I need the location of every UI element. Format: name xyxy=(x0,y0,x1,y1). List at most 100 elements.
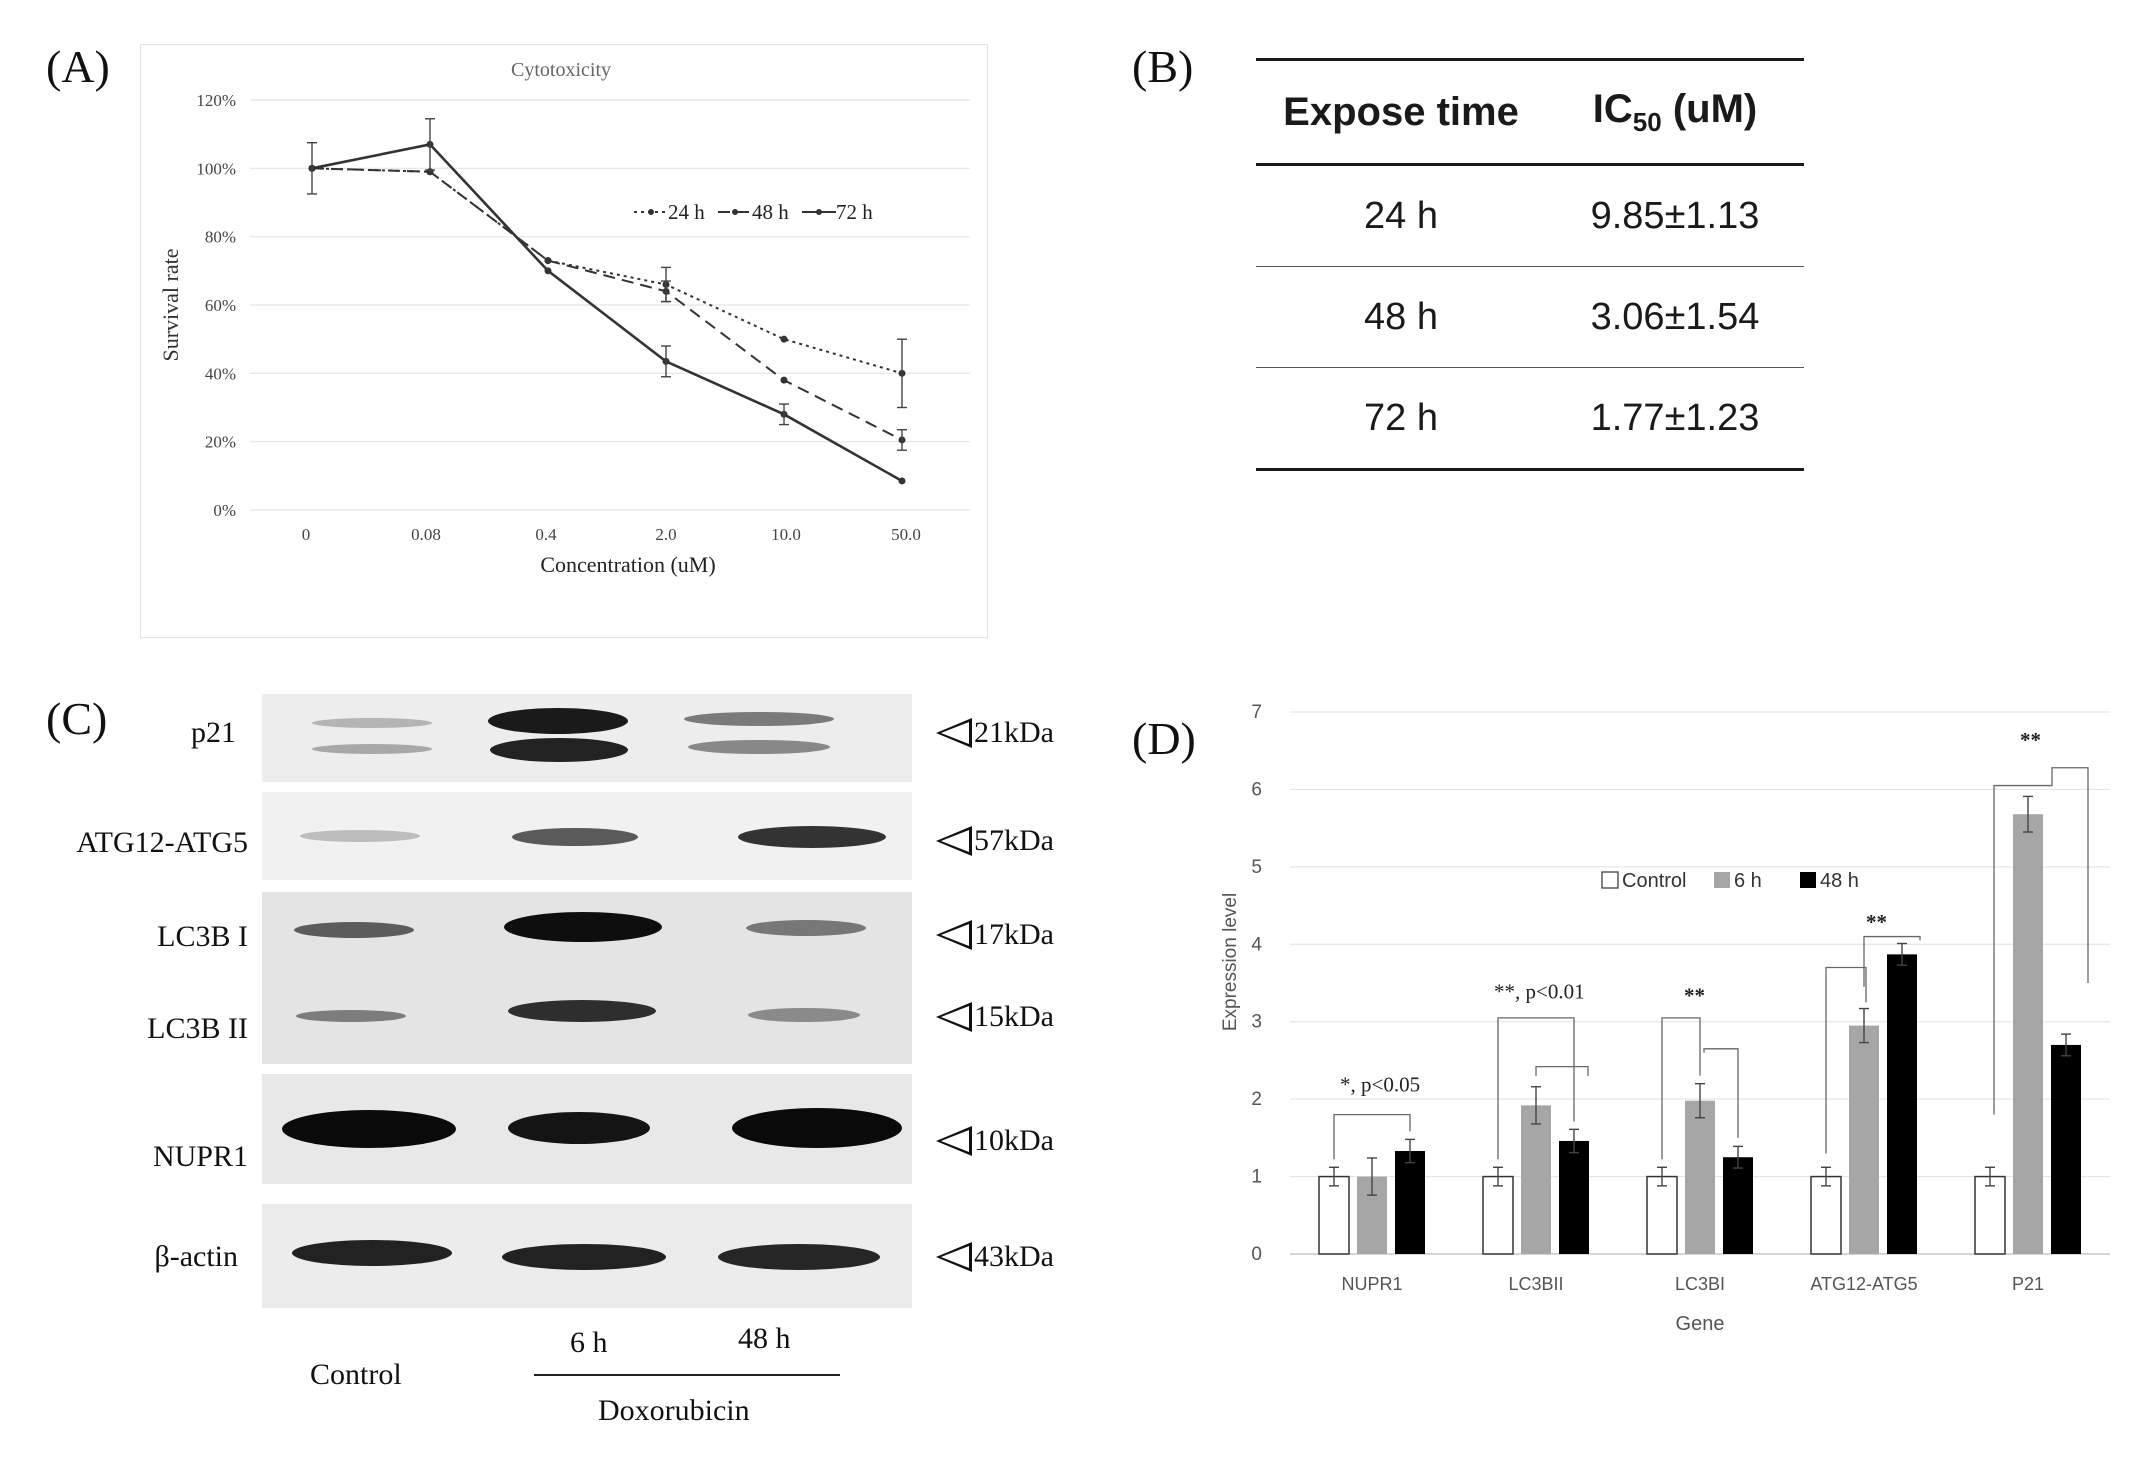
significance-bracket xyxy=(1825,966,1867,1154)
table-row-rule xyxy=(1256,266,1804,267)
band-48h xyxy=(746,920,866,936)
x-tick-label: NUPR1 xyxy=(1341,1274,1402,1294)
significance-label: ** xyxy=(1684,983,1705,1007)
kda-marker: 57kDa xyxy=(936,824,1054,858)
y-axis-label: Survival rate xyxy=(158,248,183,361)
significance-bracket xyxy=(1333,1113,1411,1160)
arrowhead-icon xyxy=(936,1126,972,1156)
y-tick-label: 2 xyxy=(1251,1089,1262,1110)
protein-label-lc3b-i: LC3B I xyxy=(157,920,248,953)
legend-label: 48 h xyxy=(752,200,789,224)
panel-label-b: (B) xyxy=(1132,41,1194,92)
data-point xyxy=(544,257,552,265)
band-control xyxy=(312,718,432,728)
panel-label-c: (C) xyxy=(46,693,108,744)
x-tick-label: P21 xyxy=(2012,1274,2044,1294)
band-48h xyxy=(738,826,886,848)
x-tick-label: LC3BII xyxy=(1508,1274,1563,1294)
y-tick-label: 60% xyxy=(205,296,236,315)
data-point xyxy=(780,376,788,384)
data-point xyxy=(898,477,906,485)
significance-label: **, p<0.01 xyxy=(1494,979,1585,1003)
band-control xyxy=(300,830,420,842)
bar xyxy=(1559,1140,1589,1254)
y-axis-label: Expression level xyxy=(1220,893,1241,1031)
y-tick-label: 3 xyxy=(1251,1012,1262,1033)
y-tick-label: 4 xyxy=(1251,934,1262,955)
x-tick-label: 0.08 xyxy=(411,525,441,544)
band-48h xyxy=(718,1244,880,1270)
lane-label-doxorubicin: Doxorubicin xyxy=(598,1394,750,1427)
significance-bracket xyxy=(1703,1048,1739,1138)
significance-bracket xyxy=(1993,767,2089,1115)
data-point xyxy=(780,335,788,343)
kda-marker: 21kDa xyxy=(936,716,1054,750)
significance-label: ** xyxy=(2020,728,2041,752)
band-48h xyxy=(732,1108,902,1148)
band-6h xyxy=(512,828,638,846)
bar xyxy=(1521,1105,1551,1254)
x-axis-label: Gene xyxy=(1676,1313,1725,1335)
x-tick-label: 2.0 xyxy=(655,525,676,544)
bar xyxy=(1974,1175,2006,1255)
legend-marker xyxy=(732,209,738,215)
bar xyxy=(1810,1175,1842,1255)
row-ic50: 1.77±1.23 xyxy=(1590,396,1760,439)
cytotoxicity-chart-frame xyxy=(140,44,988,638)
chart-title: Cytotoxicity xyxy=(511,59,611,81)
bar xyxy=(1685,1100,1715,1254)
series-line-72h xyxy=(311,142,903,483)
blot-strip-lc3b xyxy=(262,892,912,1064)
legend-marker xyxy=(648,209,654,215)
y-tick-label: 20% xyxy=(205,433,236,452)
band-48h xyxy=(688,740,830,754)
legend-label: 24 h xyxy=(668,200,705,224)
row-ic50: 3.06±1.54 xyxy=(1590,295,1760,338)
header-ic50: IC50 (uM) xyxy=(1592,86,1758,137)
significance-bracket xyxy=(1497,1017,1575,1160)
x-tick-label: 50.0 xyxy=(891,525,921,544)
y-tick-label: 6 xyxy=(1251,779,1262,800)
legend-swatch xyxy=(1601,871,1619,889)
ic50-table: Expose time IC50 (uM) 24 h 9.85±1.13 48 … xyxy=(1256,58,1804,471)
y-tick-label: 7 xyxy=(1251,702,1262,723)
table-bottom-rule xyxy=(1256,468,1804,471)
band-6h xyxy=(504,912,662,942)
y-tick-label: 120% xyxy=(196,91,236,110)
band-control xyxy=(292,1240,452,1266)
significance-bracket xyxy=(1535,1065,1589,1076)
treatment-bracket-line xyxy=(534,1374,840,1376)
legend-swatch xyxy=(1800,872,1816,888)
legend-marker xyxy=(816,209,822,215)
blot-strip-nupr1 xyxy=(262,1074,912,1184)
band-6h xyxy=(508,1112,650,1144)
legend-label: 72 h xyxy=(836,200,873,224)
blot-strip-beta-actin xyxy=(262,1204,912,1308)
data-point xyxy=(544,267,552,275)
legend-label: 6 h xyxy=(1734,870,1762,892)
x-tick-label: 10.0 xyxy=(771,525,801,544)
band-48h xyxy=(684,712,834,726)
band-6h xyxy=(488,708,628,734)
kda-label: 21kDa xyxy=(974,716,1054,749)
x-tick-label: LC3BI xyxy=(1675,1274,1725,1294)
row-time: 72 h xyxy=(1364,396,1438,439)
significance-label: ** xyxy=(1866,910,1887,934)
table-row: 72 h 1.77±1.23 xyxy=(1256,368,1804,468)
table-row: 48 h 3.06±1.54 xyxy=(1256,267,1804,367)
significance-bracket xyxy=(1863,935,1921,987)
y-tick-label: 1 xyxy=(1251,1167,1262,1188)
arrowhead-icon xyxy=(936,920,972,950)
kda-label: 10kDa xyxy=(974,1124,1054,1157)
row-ic50: 9.85±1.13 xyxy=(1590,194,1760,237)
bar xyxy=(1849,1025,1879,1254)
bar xyxy=(2051,1044,2081,1254)
bar xyxy=(2013,814,2043,1254)
band-6h xyxy=(508,1000,656,1022)
blot-strip-p21 xyxy=(262,694,912,782)
bar xyxy=(1646,1175,1678,1255)
table-row-rule xyxy=(1256,367,1804,368)
lane-label-6h: 6 h xyxy=(570,1326,608,1359)
lane-label-control: Control xyxy=(310,1358,402,1391)
